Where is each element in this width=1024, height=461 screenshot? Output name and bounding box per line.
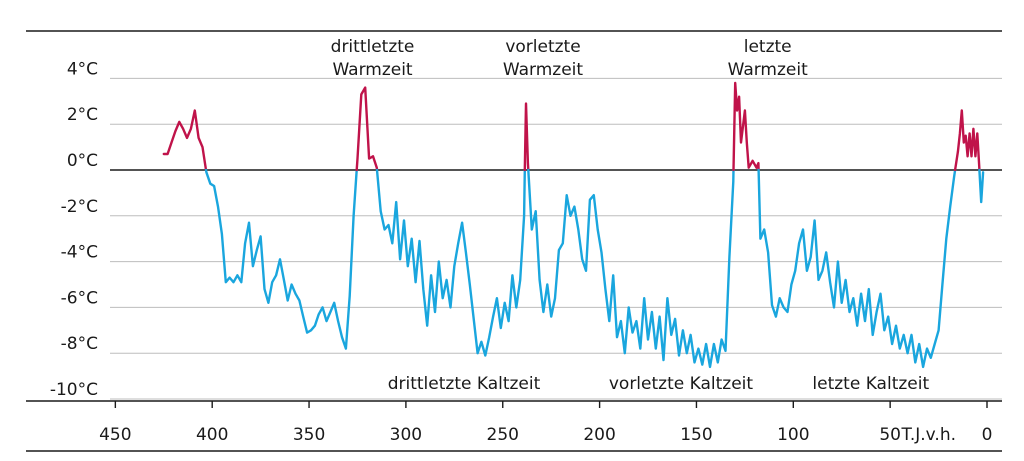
x-axis: 450 400 350 300 250 200 150 100 50 0 T.J.v.h. (26, 400, 1002, 445)
cold-segment (375, 168, 526, 357)
x-axis-unit-label: T.J.v.h. (900, 425, 956, 445)
warm-segment (732, 81, 760, 172)
y-tick-label: -4°C (61, 243, 98, 263)
warm-period-label: drittletzte (331, 37, 415, 57)
warm-period-label: letzte (744, 37, 792, 57)
x-tick-label: 200 (583, 425, 615, 445)
warm-period-label: Warmzeit (503, 60, 583, 80)
warm-segment (162, 109, 208, 172)
x-tick-label: 0 (982, 425, 993, 445)
cold-segment (757, 168, 957, 369)
y-tick-label: -6°C (61, 288, 98, 308)
y-tick-label: -8°C (61, 334, 98, 354)
y-axis-labels: 4°C 2°C 0°C -2°C -4°C -6°C -8°C -10°C (50, 59, 98, 400)
cold-period-label: vorletzte Kaltzeit (609, 374, 754, 394)
x-tick-label: 300 (390, 425, 422, 445)
x-tick-label: 250 (487, 425, 519, 445)
cold-segment (527, 168, 735, 369)
cold-segment (204, 168, 358, 350)
period-annotations: drittletzte Warmzeit vorletzte Warmzeit letz… (331, 37, 930, 394)
chart-frame (26, 30, 1002, 452)
cold-period-label: letzte Kaltzeit (812, 374, 929, 394)
temperature-series (162, 81, 985, 369)
y-tick-label: 4°C (67, 59, 98, 79)
y-tick-label: 0°C (67, 151, 98, 171)
x-tick-label: 450 (99, 425, 131, 445)
warm-period-label: Warmzeit (728, 60, 808, 80)
x-tick-label: 150 (680, 425, 712, 445)
warm-segment (953, 109, 981, 172)
y-tick-label: -2°C (61, 197, 98, 217)
x-tick-label: 350 (293, 425, 325, 445)
y-tick-label: -10°C (50, 380, 98, 400)
warm-segment (355, 86, 379, 172)
cold-segment (978, 168, 985, 204)
x-tick-label: 50 (879, 425, 901, 445)
warm-period-label: vorletzte (505, 37, 580, 57)
y-tick-label: 2°C (67, 105, 98, 125)
x-tick-label: 100 (777, 425, 809, 445)
warm-period-label: Warmzeit (332, 60, 412, 80)
x-tick-label: 400 (196, 425, 228, 445)
grid-lines (110, 77, 1002, 400)
warm-segment (523, 102, 530, 172)
cold-period-label: drittletzte Kaltzeit (388, 374, 541, 394)
